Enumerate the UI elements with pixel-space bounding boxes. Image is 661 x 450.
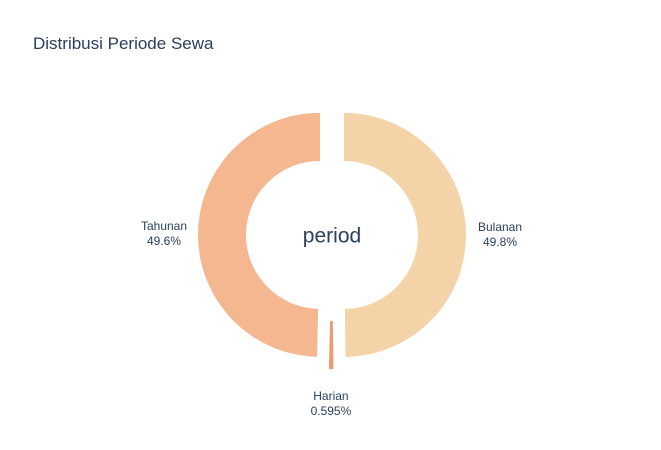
slice-label-percent: 0.595% — [311, 404, 352, 418]
labels-group: Bulanan 49.8% Harian 0.595% Tahunan 49.6% — [141, 219, 522, 418]
slice-label-tahunan: Tahunan 49.6% — [141, 219, 187, 248]
slice-label-name: Tahunan — [141, 219, 187, 233]
slice-label-percent: 49.6% — [147, 234, 181, 248]
center-label: period — [303, 225, 361, 248]
chart-title: Distribusi Periode Sewa — [33, 34, 214, 53]
slice-label-name: Harian — [313, 389, 348, 403]
slice-label-bulanan: Bulanan 49.8% — [478, 220, 522, 249]
slice-tahunan[interactable] — [198, 112, 321, 357]
slice-label-harian: Harian 0.595% — [311, 389, 352, 418]
slice-harian[interactable] — [328, 320, 334, 369]
slices-group — [198, 112, 466, 369]
slice-bulanan[interactable] — [343, 112, 466, 357]
slice-label-name: Bulanan — [478, 220, 522, 234]
slice-label-percent: 49.8% — [483, 235, 517, 249]
